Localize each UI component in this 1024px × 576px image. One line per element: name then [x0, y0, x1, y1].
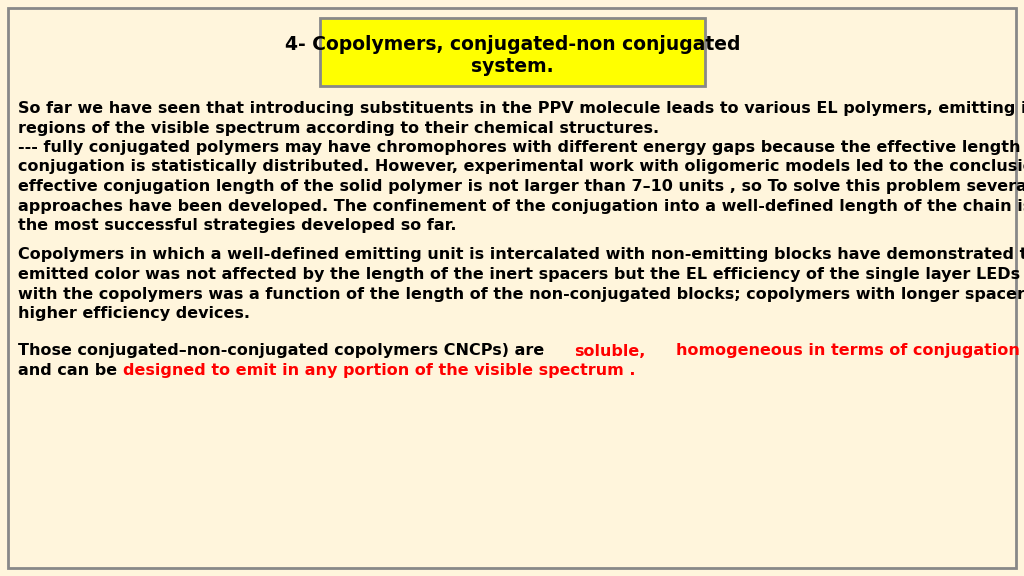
Text: --- fully conjugated polymers may have chromophores with different energy gaps b: --- fully conjugated polymers may have c…: [18, 140, 1024, 155]
Text: homogeneous in terms of conjugation length,: homogeneous in terms of conjugation leng…: [676, 343, 1024, 358]
Text: designed to emit in any portion of the visible spectrum .: designed to emit in any portion of the v…: [123, 363, 635, 378]
Text: with the copolymers was a function of the length of the non-conjugated blocks; c: with the copolymers was a function of th…: [18, 286, 1024, 301]
Text: the most successful strategies developed so far.: the most successful strategies developed…: [18, 218, 457, 233]
Text: higher efficiency devices.: higher efficiency devices.: [18, 306, 250, 321]
Text: soluble,: soluble,: [574, 343, 645, 358]
Text: So far we have seen that introducing substituents in the PPV molecule leads to v: So far we have seen that introducing sub…: [18, 101, 1024, 116]
Text: system.: system.: [471, 56, 554, 75]
Text: effective conjugation length of the solid polymer is not larger than 7–10 units : effective conjugation length of the soli…: [18, 179, 1024, 194]
Text: and can be: and can be: [18, 363, 123, 378]
Text: regions of the visible spectrum according to their chemical structures.: regions of the visible spectrum accordin…: [18, 120, 659, 135]
Text: conjugation is statistically distributed. However, experimental work with oligom: conjugation is statistically distributed…: [18, 160, 1024, 175]
Bar: [319, 18, 705, 86]
Text: 4- Copolymers, conjugated-non conjugated: 4- Copolymers, conjugated-non conjugated: [285, 35, 740, 54]
Text: Those conjugated–non-conjugated copolymers CNCPs) are: Those conjugated–non-conjugated copolyme…: [18, 343, 544, 358]
Text: approaches have been developed. The confinement of the conjugation into a well-d: approaches have been developed. The conf…: [18, 199, 1024, 214]
Text: emitted color was not affected by the length of the inert spacers but the EL eff: emitted color was not affected by the le…: [18, 267, 1024, 282]
Text: Copolymers in which a well-defined emitting unit is intercalated with non-emitti: Copolymers in which a well-defined emitt…: [18, 248, 1024, 263]
